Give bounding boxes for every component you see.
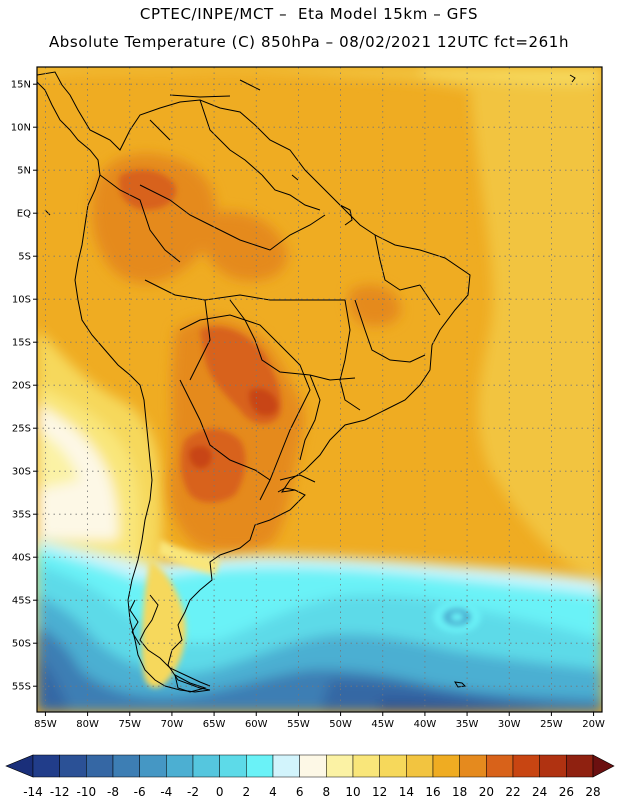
colorbar-swatch xyxy=(486,754,514,778)
lon-label: 55W xyxy=(287,719,310,730)
colorbar-label: 22 xyxy=(505,785,520,799)
colorbar-label: 26 xyxy=(559,785,574,799)
colorbar-swatch xyxy=(459,754,487,778)
lat-label: 10S xyxy=(12,295,31,306)
lon-label: 20W xyxy=(582,719,605,730)
colorbar-swatch xyxy=(379,754,407,778)
colorbar-label: -14 xyxy=(23,785,43,799)
lon-label: 80W xyxy=(76,719,99,730)
grid-lines xyxy=(37,67,602,712)
colorbar-label: 12 xyxy=(372,785,387,799)
colorbar-label: 2 xyxy=(243,785,251,799)
colorbar-swatch xyxy=(326,754,354,778)
lon-label: 40W xyxy=(414,719,437,730)
longitude-axis: 85W 80W 75W 70W 65W 60W 55W 50W 45W 40W 35W 30W 25W 2… xyxy=(34,712,605,730)
lon-label: 45W xyxy=(371,719,394,730)
colorbar-swatch xyxy=(59,754,87,778)
lat-label: 50S xyxy=(12,639,31,650)
colorbar-swatch xyxy=(512,754,540,778)
colorbar-swatch xyxy=(299,754,327,778)
colorbar-under-arrow xyxy=(5,754,34,778)
lat-label: 5S xyxy=(18,252,31,263)
colorbar-label: 28 xyxy=(585,785,600,799)
lat-label: 5N xyxy=(17,166,31,177)
colorbar-label: 20 xyxy=(479,785,494,799)
islands-overlay xyxy=(44,74,576,693)
colorbar-over-arrow xyxy=(592,754,615,778)
colorbar-swatch xyxy=(32,754,60,778)
colorbar-label: 0 xyxy=(216,785,224,799)
colorbar-label: -10 xyxy=(77,785,97,799)
lat-label: 15S xyxy=(12,338,31,349)
lat-label: 30S xyxy=(12,467,31,478)
colorbar-label: -8 xyxy=(107,785,119,799)
colorbar-label: -4 xyxy=(160,785,172,799)
colorbar-swatch xyxy=(219,754,247,778)
colorbar-swatch xyxy=(566,754,594,778)
lat-label: 35S xyxy=(12,510,31,521)
colorbar-swatch xyxy=(246,754,274,778)
map-title: CPTEC/INPE/MCT – Eta Model 15km – GFS xyxy=(139,5,479,23)
colorbar-swatch xyxy=(272,754,300,778)
colorbar-swatch xyxy=(192,754,220,778)
colorbar-swatch xyxy=(86,754,114,778)
lat-label: 15N xyxy=(11,80,31,91)
temperature-field xyxy=(37,67,602,712)
lat-label: EQ xyxy=(17,209,31,220)
latitude-axis: 15N 10N 5N EQ 5S 10S 15S 20S 25S 30S 35S 40S 45S 50S 5… xyxy=(11,80,37,693)
lat-label: 25S xyxy=(12,424,31,435)
lon-label: 75W xyxy=(118,719,141,730)
map-subtitle: Absolute Temperature (C) 850hPa – 08/02/… xyxy=(48,33,570,51)
colorbar-label: 10 xyxy=(345,785,360,799)
lon-label: 25W xyxy=(540,719,563,730)
colorbar-swatch xyxy=(352,754,380,778)
colorbar-swatch xyxy=(432,754,460,778)
lon-label: 85W xyxy=(34,719,57,730)
lon-label: 30W xyxy=(498,719,521,730)
colorbar-label: 14 xyxy=(399,785,414,799)
lat-label: 10N xyxy=(11,123,31,134)
colorbar-label: -2 xyxy=(187,785,199,799)
colorbar-swatch xyxy=(539,754,567,778)
lat-label: 40S xyxy=(12,553,31,564)
colorbar-swatch xyxy=(139,754,167,778)
colorbar-swatch xyxy=(406,754,434,778)
colorbar-swatch xyxy=(166,754,194,778)
lon-label: 65W xyxy=(203,719,226,730)
colorbar-label: 24 xyxy=(532,785,547,799)
lon-label: 35W xyxy=(456,719,479,730)
lat-label: 55S xyxy=(12,682,31,693)
lon-label: 70W xyxy=(161,719,184,730)
lat-label: 20S xyxy=(12,381,31,392)
coastline-overlay xyxy=(37,71,471,693)
temperature-colorbar: -14 -12 -10 -8 -6 -4 -2 0 2 4 6 8 10 12 14 16 18 20 22 24 26… xyxy=(5,754,615,799)
lon-label: 60W xyxy=(245,719,268,730)
map-frame xyxy=(36,66,603,713)
colorbar-label: 6 xyxy=(296,785,304,799)
colorbar-label: -6 xyxy=(134,785,146,799)
lat-label: 45S xyxy=(12,596,31,607)
colorbar-label: 16 xyxy=(425,785,440,799)
colorbar-label: 4 xyxy=(269,785,277,799)
colorbar-label: 18 xyxy=(452,785,467,799)
lon-label: 50W xyxy=(329,719,352,730)
colorbar-label: 8 xyxy=(323,785,331,799)
colorbar-label: -12 xyxy=(50,785,70,799)
colorbar-swatch xyxy=(112,754,140,778)
